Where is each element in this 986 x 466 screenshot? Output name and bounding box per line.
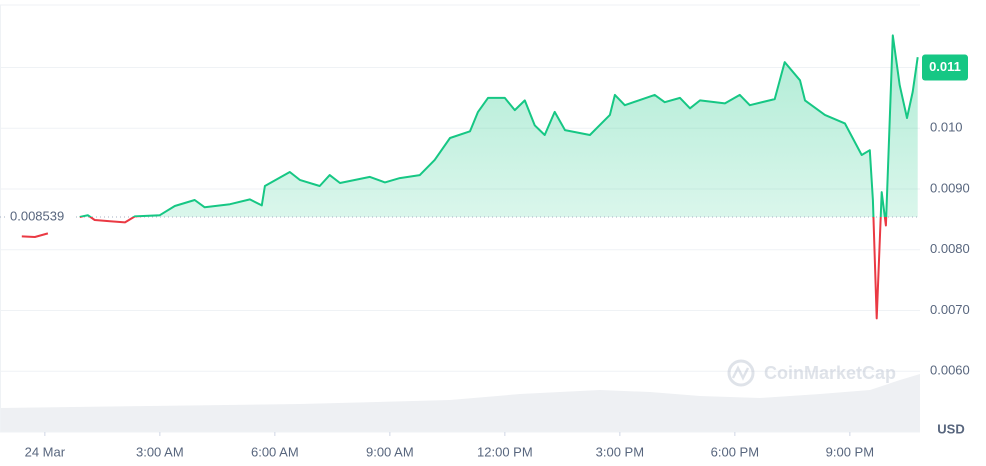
x-tick-label: 12:00 PM <box>477 444 533 459</box>
price-area <box>21 35 918 218</box>
baseline-label-bg <box>6 208 76 227</box>
x-tick-label: 9:00 AM <box>366 444 414 459</box>
y-tick-label: 0.010 <box>930 120 963 135</box>
latest-label: 0.011 <box>929 59 961 74</box>
baseline-label: 0.008539 <box>10 208 64 223</box>
watermark-text: CoinMarketCap <box>764 363 896 383</box>
x-tick-label: 3:00 PM <box>596 444 644 459</box>
y-tick-label: 0.0090 <box>930 180 970 195</box>
x-tick-label: 6:00 PM <box>711 444 759 459</box>
watermark: CoinMarketCap <box>727 359 896 387</box>
y-tick-label: 0.0060 <box>930 363 970 378</box>
x-tick-label: 6:00 AM <box>251 444 299 459</box>
price-line <box>21 34 919 320</box>
unit-label: USD <box>937 421 964 436</box>
x-tick-label: 3:00 AM <box>136 444 184 459</box>
y-tick-label: 0.0080 <box>930 241 970 256</box>
x-tick-label: 9:00 PM <box>826 444 874 459</box>
x-tick-label: 24 Mar <box>25 444 66 459</box>
y-tick-label: 0.0070 <box>930 302 970 317</box>
latest-badge <box>922 54 968 81</box>
volume-area <box>0 374 920 432</box>
